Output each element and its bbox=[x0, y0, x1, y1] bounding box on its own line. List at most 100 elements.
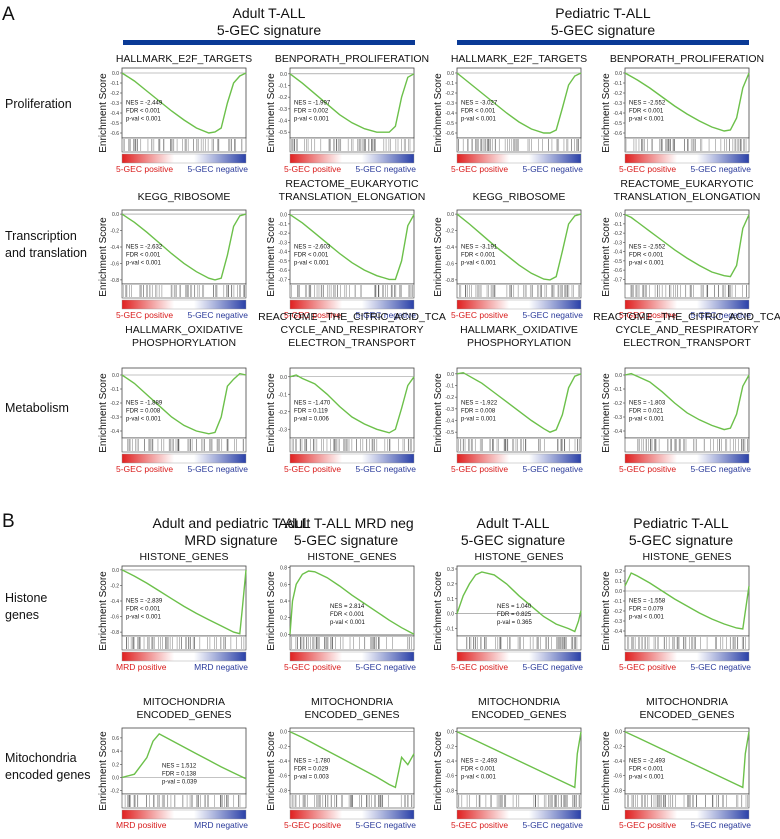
y-tick-label: -0.4 bbox=[110, 111, 119, 117]
negative-label: 5-GEC negative bbox=[523, 820, 584, 830]
enrichment-curve bbox=[121, 569, 247, 635]
y-tick-label: -0.5 bbox=[613, 259, 622, 265]
hit-lines bbox=[466, 637, 578, 649]
stat-line: p-val < 0.001 bbox=[629, 614, 665, 620]
column-subtitle-b1: MRD signature bbox=[184, 532, 278, 548]
plot-title: ENCODED_GENES bbox=[304, 709, 399, 721]
y-tick-label: -0.4 bbox=[613, 111, 622, 117]
y-tick-label: 0.6 bbox=[280, 582, 287, 588]
y-axis-label: Enrichment Score bbox=[601, 373, 612, 453]
y-tick-label: -0.3 bbox=[445, 101, 454, 107]
y-tick-label: -0.3 bbox=[278, 107, 287, 113]
positive-label: 5-GEC positive bbox=[116, 464, 173, 474]
negative-label: 5-GEC negative bbox=[523, 662, 584, 672]
y-tick-label: -0.5 bbox=[278, 259, 287, 265]
y-tick-label: 0.6 bbox=[112, 736, 119, 742]
y-tick-label: -0.2 bbox=[110, 229, 119, 235]
gsea-plot-a-r2c4: REACTOME_EUKARYOTICTRANSLATION_ELONGATIO… bbox=[601, 178, 760, 320]
column-title-b4: Pediatric T-ALL bbox=[633, 515, 729, 531]
stat-line: FDR = 0.008 bbox=[126, 408, 161, 414]
y-tick-label: -0.3 bbox=[613, 619, 622, 625]
stat-line: FDR = 0.021 bbox=[629, 408, 664, 414]
y-tick-label: -0.7 bbox=[278, 277, 287, 283]
stat-line: p-val = 0.001 bbox=[461, 416, 497, 422]
positive-label: 5-GEC positive bbox=[619, 164, 676, 174]
enrichment-curve bbox=[456, 571, 582, 633]
hit-bar bbox=[289, 793, 415, 809]
plot-title: ELECTRON_TRANSPORT bbox=[623, 337, 751, 349]
negative-label: 5-GEC negative bbox=[356, 464, 417, 474]
y-tick-label: 0.0 bbox=[280, 213, 287, 219]
ranked-gradient-bar bbox=[289, 153, 415, 164]
stat-line: FDR < 0.001 bbox=[629, 252, 664, 258]
y-tick-label: 0.3 bbox=[447, 567, 454, 573]
y-tick-label: -0.4 bbox=[110, 245, 119, 251]
positive-label: 5-GEC positive bbox=[116, 164, 173, 174]
y-tick-label: 0.0 bbox=[112, 373, 119, 379]
y-axis-label: Enrichment Score bbox=[601, 217, 612, 297]
y-tick-label: -0.4 bbox=[445, 759, 454, 765]
positive-label: 5-GEC positive bbox=[451, 164, 508, 174]
group-title-adult: Adult T-ALL bbox=[233, 5, 306, 21]
enrichment-curve bbox=[624, 372, 750, 431]
row-label-b1: Histone bbox=[5, 591, 47, 605]
y-axis-label: Enrichment Score bbox=[601, 73, 612, 153]
row-label-a3: Metabolism bbox=[5, 401, 69, 415]
y-axis-label: Enrichment Score bbox=[433, 731, 444, 811]
y-tick-label: -0.2 bbox=[278, 744, 287, 750]
stat-line: p-val = 0.003 bbox=[294, 774, 330, 780]
y-axis-label: Enrichment Score bbox=[98, 73, 109, 153]
y-tick-label: -0.2 bbox=[110, 401, 119, 407]
positive-label: 5-GEC positive bbox=[619, 662, 676, 672]
positive-label: 5-GEC positive bbox=[284, 662, 341, 672]
y-tick-label: -0.6 bbox=[278, 268, 287, 274]
y-axis-label: Enrichment Score bbox=[98, 373, 109, 453]
stat-line: FDR < 0.001 bbox=[629, 108, 664, 114]
hit-bar bbox=[456, 437, 582, 453]
y-tick-label: -0.1 bbox=[445, 627, 454, 633]
plot-title: HISTONE_GENES bbox=[139, 551, 228, 563]
y-tick-label: -0.5 bbox=[110, 121, 119, 127]
y-tick-label: -0.3 bbox=[445, 407, 454, 413]
stat-line: FDR < 0.001 bbox=[294, 252, 329, 258]
column-subtitle-b2: 5-GEC signature bbox=[294, 532, 398, 548]
hit-lines bbox=[458, 795, 580, 807]
stat-line: NES = -1.997 bbox=[294, 100, 331, 106]
stat-line: FDR = 0.008 bbox=[461, 408, 496, 414]
stat-line: p-val < 0.001 bbox=[126, 260, 162, 266]
positive-label: 5-GEC positive bbox=[451, 310, 508, 320]
enrichment-curve bbox=[289, 214, 415, 281]
stat-line: NES = -2.493 bbox=[629, 758, 666, 764]
stat-line: FDR = 0.002 bbox=[294, 108, 329, 114]
ranked-gradient-bar bbox=[624, 153, 750, 164]
hit-lines bbox=[627, 795, 748, 807]
positive-label: 5-GEC positive bbox=[451, 820, 508, 830]
hit-bar bbox=[289, 283, 415, 299]
hit-bar bbox=[121, 635, 247, 651]
y-axis-label: Enrichment Score bbox=[433, 217, 444, 297]
ranked-gradient-bar bbox=[289, 299, 415, 310]
plot-title: TRANSLATION_ELONGATION bbox=[614, 191, 761, 203]
y-tick-label: -0.3 bbox=[613, 101, 622, 107]
negative-label: 5-GEC negative bbox=[691, 464, 752, 474]
y-tick-label: 0.2 bbox=[112, 762, 119, 768]
panel-letter-a: A bbox=[2, 4, 15, 25]
y-tick-label: -0.1 bbox=[613, 81, 622, 87]
stat-line: NES = -3.027 bbox=[461, 100, 498, 106]
stat-line: FDR < 0.001 bbox=[330, 612, 365, 618]
enrichment-curve bbox=[456, 213, 582, 281]
stat-line: NES = -2.632 bbox=[126, 244, 163, 250]
enrichment-curve bbox=[624, 72, 750, 132]
hit-lines bbox=[122, 285, 245, 297]
stat-line: NES = -2.552 bbox=[629, 100, 666, 106]
hit-lines bbox=[291, 439, 412, 451]
y-tick-label: 0.1 bbox=[615, 579, 622, 585]
hit-lines bbox=[127, 439, 244, 451]
negative-label: 5-GEC negative bbox=[523, 310, 584, 320]
